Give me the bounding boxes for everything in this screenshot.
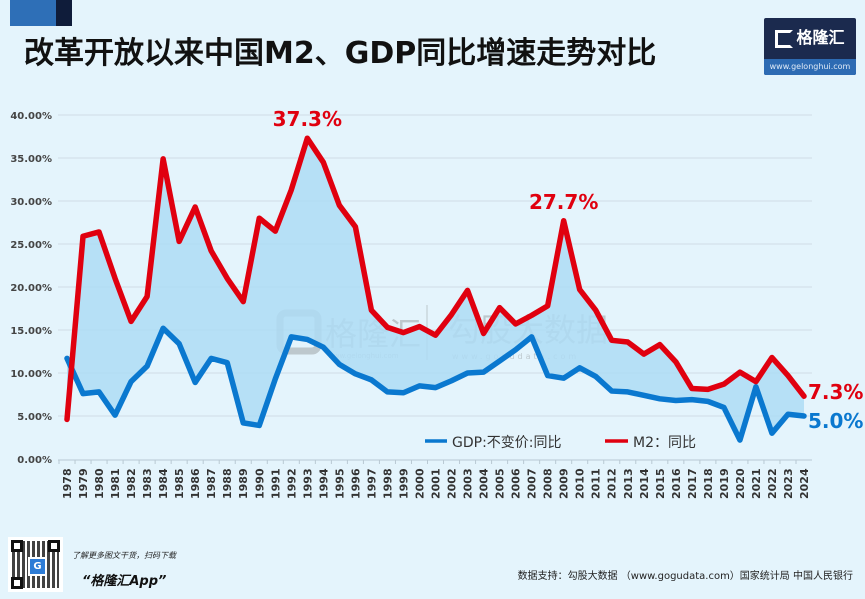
x-tick-label: 2016 xyxy=(670,468,683,499)
annotations: 37.3% 27.7% 7.3% 5.0% xyxy=(273,107,864,433)
legend-gdp-label: GDP:不变价:同比 xyxy=(452,435,562,451)
x-tick-label: 1990 xyxy=(253,468,266,499)
x-tick-label: 2013 xyxy=(622,468,635,499)
logo-g-icon xyxy=(775,29,794,48)
data-source: 数据支持：勾股大数据 （www.gogudata.com）国家统计局 中国人民银… xyxy=(517,571,853,582)
chart-title: 改革开放以来中国M2、GDP同比增速走势对比 xyxy=(24,36,657,71)
x-tick-label: 2008 xyxy=(542,468,555,499)
x-tick-label: 1991 xyxy=(269,468,282,499)
x-tick-label: 2010 xyxy=(574,468,587,499)
x-tick-label: 1985 xyxy=(173,468,186,499)
x-tick-label: 1997 xyxy=(365,468,378,499)
x-tick-label: 2015 xyxy=(654,468,667,499)
x-tick-label: 2005 xyxy=(494,468,507,499)
x-tick-label: 1996 xyxy=(349,468,362,499)
x-tick-label: 1998 xyxy=(381,468,394,499)
x-tick-label: 2024 xyxy=(798,468,811,499)
annotation-label: 7.3% xyxy=(808,380,863,404)
x-tick-label: 1984 xyxy=(157,468,170,499)
y-tick-label: 10.00% xyxy=(10,369,52,380)
x-tick-label: 1986 xyxy=(189,468,202,499)
x-tick-label: 1979 xyxy=(77,468,90,499)
annotation-label: 27.7% xyxy=(529,190,598,214)
footer-tagline: 了解更多图文干货，扫码下载 xyxy=(72,551,176,560)
x-tick-label: 1978 xyxy=(61,468,74,499)
x-tick-label: 1989 xyxy=(237,468,250,499)
annotation-label: 5.0% xyxy=(808,409,863,433)
qr-corner-marker xyxy=(11,577,23,589)
spread-fill-area xyxy=(67,138,804,441)
x-tick-label: 2021 xyxy=(750,468,763,499)
x-tick-label: 2012 xyxy=(606,468,619,499)
annotation-label: 37.3% xyxy=(273,107,342,131)
qr-corner-marker xyxy=(11,540,23,552)
x-tick-label: 2023 xyxy=(782,468,795,499)
x-tick-label: 2022 xyxy=(766,468,779,499)
x-tick-label: 2014 xyxy=(638,468,651,499)
x-tick-label: 2009 xyxy=(558,468,571,499)
gelonghui-logo: 格隆汇 www.gelonghui.com xyxy=(764,18,856,75)
y-tick-label: 5.00% xyxy=(17,412,52,423)
x-tick-label: 2002 xyxy=(446,468,459,499)
y-tick-label: 40.00% xyxy=(10,111,52,122)
x-tick-label: 1995 xyxy=(333,468,346,499)
x-tick-label: 1980 xyxy=(93,468,106,499)
x-tick-label: 2004 xyxy=(478,468,491,499)
x-axis-ticks: 1978 1979 1980 1981 1982 1983 1984 1985 1986 1987… xyxy=(61,468,811,499)
logo-url: www.gelonghui.com xyxy=(764,59,856,75)
x-tick-label: 2020 xyxy=(734,468,747,499)
x-tick-label: 2007 xyxy=(526,468,539,499)
x-tick-label: 1987 xyxy=(205,468,218,499)
x-tick-label: 1982 xyxy=(125,468,138,499)
qr-code[interactable]: G xyxy=(8,537,63,592)
legend: GDP:不变价:同比 M2：同比 xyxy=(425,435,696,451)
logo-brand: 格隆汇 xyxy=(764,24,856,48)
y-tick-label: 35.00% xyxy=(10,154,52,165)
qr-corner-marker xyxy=(48,540,60,552)
y-tick-label: 15.00% xyxy=(10,326,52,337)
watermark-brand2-url: www.gogudata.com xyxy=(452,352,579,361)
decorative-corner-block-dark xyxy=(56,0,72,26)
x-tick-label: 1992 xyxy=(285,468,298,499)
x-tick-label: 2017 xyxy=(686,468,699,499)
x-tick-label: 1993 xyxy=(301,468,314,499)
y-axis-ticks: 0.00% 5.00% 10.00% 15.00% 20.00% 25.00% 30.00%… xyxy=(10,111,52,466)
x-tick-label: 2000 xyxy=(413,468,426,499)
x-tick-label: 1988 xyxy=(221,468,234,499)
footer-app-name: “格隆汇App” xyxy=(82,574,167,589)
x-axis xyxy=(58,459,812,464)
x-tick-label: 2019 xyxy=(718,468,731,499)
y-tick-label: 0.00% xyxy=(17,455,52,466)
decorative-corner-block xyxy=(10,0,56,26)
x-tick-label: 1999 xyxy=(397,468,410,499)
legend-m2-label: M2：同比 xyxy=(633,435,696,451)
y-tick-label: 20.00% xyxy=(10,283,52,294)
chart: 0.00% 5.00% 10.00% 15.00% 20.00% 25.00% 30.00%… xyxy=(10,107,864,499)
x-tick-label: 1994 xyxy=(317,468,330,499)
x-tick-label: 2003 xyxy=(462,468,475,499)
y-tick-label: 30.00% xyxy=(10,197,52,208)
x-tick-label: 2001 xyxy=(430,468,443,499)
qr-logo-icon: G xyxy=(28,557,47,576)
x-tick-label: 1981 xyxy=(109,468,122,499)
y-tick-label: 25.00% xyxy=(10,240,52,251)
logo-name: 格隆汇 xyxy=(796,28,845,47)
x-tick-label: 2011 xyxy=(590,468,603,499)
x-tick-label: 2006 xyxy=(510,468,523,499)
x-tick-label: 2018 xyxy=(702,468,715,499)
data-points xyxy=(66,138,805,441)
x-tick-label: 1983 xyxy=(141,468,154,499)
